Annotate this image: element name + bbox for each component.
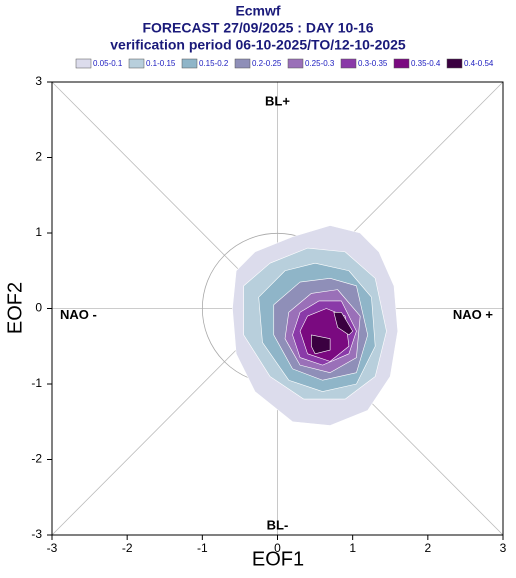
x-tick-label: -3 (47, 541, 58, 555)
y-tick-label: 0 (35, 301, 42, 315)
legend-label: 0.1-0.15 (146, 59, 176, 68)
legend-swatch (393, 58, 410, 69)
legend-label: 0.2-0.25 (252, 59, 282, 68)
chart-subtitle: verification period 06-10-2025/TO/12-10-… (110, 37, 406, 53)
chart-subtitle: FORECAST 27/09/2025 : DAY 10-16 (142, 20, 373, 36)
x-tick-label: 3 (500, 541, 507, 555)
x-tick-label: 1 (349, 541, 356, 555)
x-axis-label: EOF1 (252, 548, 304, 570)
x-tick-label: 0 (274, 541, 281, 555)
legend-swatch (446, 58, 463, 69)
y-tick-label: -1 (31, 376, 42, 390)
x-tick-label: 2 (424, 541, 431, 555)
legend-label: 0.35-0.4 (411, 59, 441, 68)
legend-label: 0.15-0.2 (199, 59, 229, 68)
y-axis-label: EOF2 (4, 282, 26, 334)
legend-swatch (340, 58, 357, 69)
y-tick-label: 3 (35, 74, 42, 88)
legend-label: 0.05-0.1 (93, 59, 123, 68)
legend-swatch (181, 58, 198, 69)
legend-label: 0.3-0.35 (358, 59, 388, 68)
legend-swatch (287, 58, 304, 69)
legend-label: 0.4-0.54 (464, 59, 494, 68)
x-tick-label: -2 (122, 541, 133, 555)
x-tick-label: -1 (197, 541, 208, 555)
y-tick-label: 2 (35, 150, 42, 164)
contour-region (311, 311, 353, 355)
y-tick-label: 1 (35, 225, 42, 239)
y-tick-label: -3 (31, 527, 42, 541)
chart-title: Ecmwf (235, 3, 280, 19)
region-label: NAO - (60, 307, 97, 322)
region-label: BL+ (265, 93, 290, 108)
region-label: BL- (267, 517, 289, 532)
y-tick-label: -2 (31, 452, 42, 466)
legend-swatch (128, 58, 145, 69)
legend-swatch (234, 58, 251, 69)
legend-label: 0.25-0.3 (305, 59, 335, 68)
region-label: NAO + (453, 307, 494, 322)
legend-swatch (75, 58, 92, 69)
